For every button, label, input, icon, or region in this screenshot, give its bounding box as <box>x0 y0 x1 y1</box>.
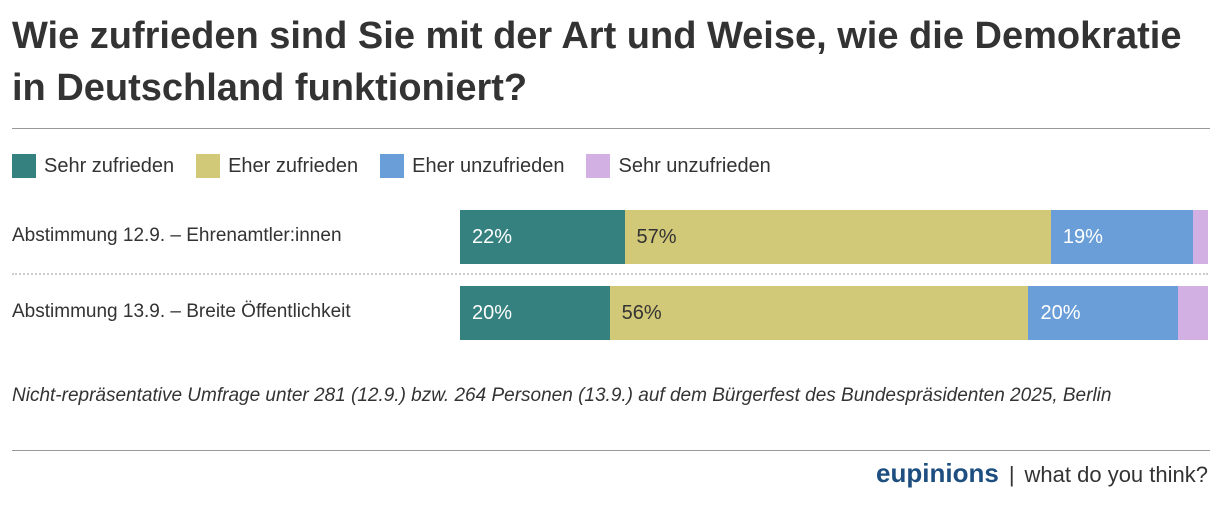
data-label: 20% <box>1040 301 1081 324</box>
divider-bottom <box>12 450 1210 451</box>
bar-segment-eher-unzufrieden: 20% <box>1028 286 1179 340</box>
row-separator <box>12 273 1208 275</box>
legend-label: Sehr unzufrieden <box>618 154 771 177</box>
legend-swatch <box>586 154 611 178</box>
bar-segment-sehr-unzufrieden <box>1193 210 1208 264</box>
stacked-bar: 22% 57% 19% <box>460 210 1208 264</box>
legend-label: Eher unzufrieden <box>412 154 565 177</box>
category-label: Abstimmung 13.9. – Breite Öffentlichkeit <box>12 301 351 322</box>
legend-item: Eher zufrieden <box>196 154 358 178</box>
category-label: Abstimmung 12.9. – Ehrenamtler:innen <box>12 225 342 246</box>
legend-swatch <box>380 154 405 178</box>
bar-segment-sehr-zufrieden: 22% <box>460 210 625 264</box>
legend-item: Sehr unzufrieden <box>586 154 771 178</box>
data-label: 20% <box>472 301 513 324</box>
bar-segment-sehr-zufrieden: 20% <box>460 286 610 340</box>
bar-segment-eher-zufrieden: 56% <box>609 286 1029 340</box>
data-label: 56% <box>621 301 662 324</box>
legend-item: Sehr zufrieden <box>12 154 174 178</box>
legend-swatch <box>12 154 36 178</box>
stacked-bar: 20% 56% 20% <box>460 286 1208 340</box>
data-label: 19% <box>1062 225 1103 248</box>
legend-label: Sehr zufrieden <box>44 154 175 177</box>
legend-item: Eher unzufrieden <box>380 154 564 178</box>
bar-segment-eher-zufrieden: 57% <box>624 210 1051 264</box>
chart-title: Wie zufrieden sind Sie mit der Art und W… <box>12 15 1182 109</box>
bar-segment-eher-unzufrieden: 19% <box>1050 210 1194 264</box>
tagline: what do you think? <box>1024 462 1208 487</box>
legend-swatch <box>196 154 221 178</box>
footer: eupinions | what do you think? <box>876 458 1208 489</box>
bar-segment-sehr-unzufrieden <box>1178 286 1208 340</box>
data-label: 57% <box>636 225 677 248</box>
footnote: Nicht-repräsentative Umfrage unter 281 (… <box>12 385 1112 406</box>
legend-label: Eher zufrieden <box>228 154 359 177</box>
brand-logo: eupinions <box>876 458 999 488</box>
footer-separator: | <box>1008 462 1015 487</box>
data-label: 22% <box>472 225 513 248</box>
divider-top <box>12 128 1210 129</box>
legend: Sehr zufrieden Eher zufrieden Eher unzufri… <box>12 154 771 178</box>
